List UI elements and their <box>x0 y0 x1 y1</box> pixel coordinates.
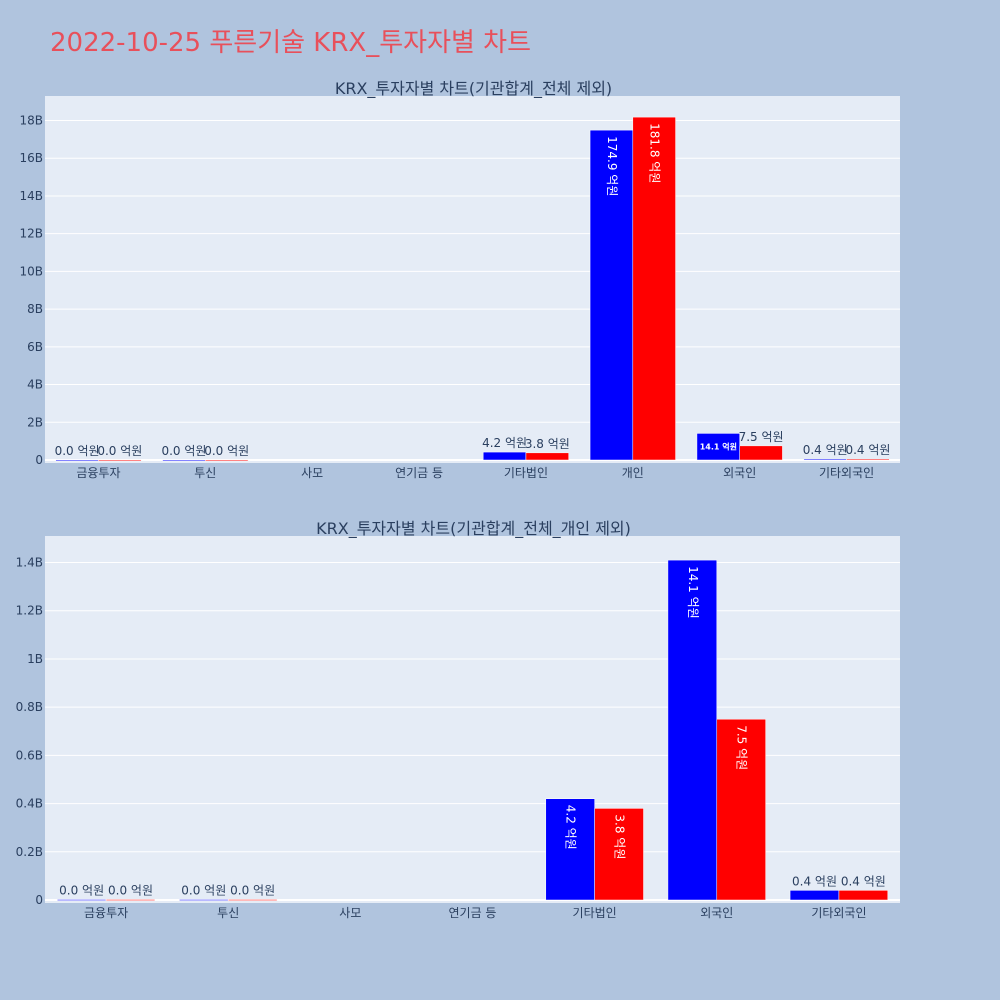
bar <box>632 116 676 461</box>
data-label: 3.8 억원 <box>613 814 627 859</box>
x-tick-label: 기타외국인 <box>819 466 874 480</box>
bar <box>803 458 847 461</box>
data-label: 0.0 억원 <box>181 884 226 898</box>
data-label: 0.0 억원 <box>161 444 206 458</box>
y-tick-label: 1.2B <box>16 604 43 618</box>
y-tick-label: 0.2B <box>16 845 43 859</box>
x-tick-label: 기타법인 <box>573 906 617 920</box>
data-label: 0.4 억원 <box>803 443 848 457</box>
data-label: 0.0 억원 <box>230 884 275 898</box>
bar <box>162 459 206 462</box>
chart-title: KRX_투자자별 차트(기관합계_전체 제외) <box>335 79 612 99</box>
x-tick-label: 개인 <box>622 466 644 480</box>
x-tick-label: 외국인 <box>723 466 756 480</box>
y-tick-label: 1B <box>27 652 43 666</box>
data-label: 4.2 억원 <box>564 805 578 850</box>
y-tick-label: 0.6B <box>16 748 43 762</box>
y-tick-label: 0.8B <box>16 700 43 714</box>
x-tick-label: 외국인 <box>700 906 733 920</box>
data-label: 0.4 억원 <box>792 874 837 888</box>
y-tick-label: 4B <box>27 378 43 392</box>
y-tick-label: 0.4B <box>16 797 43 811</box>
chart-1: 0 2B 4B 6B 8B 10B 12B 14B 16B 18B KRX_투자자별 차트(기관합계… <box>19 79 900 480</box>
data-label: 7.5 억원 <box>739 430 784 444</box>
y-tick-label: 8B <box>27 302 43 316</box>
data-label: 0.4 억원 <box>841 874 886 888</box>
y-tick-label: 6B <box>27 340 43 354</box>
bar <box>594 808 644 901</box>
y-tick-label: 14B <box>19 189 43 203</box>
data-label: 0.0 억원 <box>55 444 100 458</box>
page-title: 2022-10-25 푸른기술 KRX_투자자별 차트 <box>50 28 532 58</box>
data-label: 4.2 억원 <box>482 436 527 450</box>
y-tick-label: 12B <box>19 227 43 241</box>
data-label: 0.0 억원 <box>108 884 153 898</box>
plot-area <box>45 96 900 463</box>
y-tick-label: 2B <box>27 415 43 429</box>
bar <box>545 798 595 901</box>
data-label: 181.8 억원 <box>648 123 662 183</box>
bar <box>667 559 718 901</box>
x-tick-label: 연기금 등 <box>395 466 443 480</box>
data-label: 0.4 억원 <box>845 443 890 457</box>
x-tick-label: 금융투자 <box>84 906 128 920</box>
bar <box>525 452 569 461</box>
x-tick-label: 사모 <box>339 906 361 920</box>
data-label: 14.1 억원 <box>700 442 737 452</box>
bar <box>205 459 249 462</box>
data-label: 14.1 억원 <box>686 566 700 619</box>
y-tick-label: 0 <box>35 893 43 907</box>
y-tick-label: 1.4B <box>16 556 43 570</box>
bar <box>55 459 99 462</box>
y-tick-label: 10B <box>19 264 43 278</box>
y-tick-label: 0 <box>35 453 43 467</box>
bar <box>98 459 142 462</box>
x-tick-label: 기타외국인 <box>811 906 866 920</box>
data-label: 0.0 억원 <box>59 884 104 898</box>
chart-2: 0 0.2B 0.4B 0.6B 0.8B 1B 1.2B 1.4B KRX_투자자별 차트(기… <box>16 519 900 920</box>
x-tick-label: 연기금 등 <box>449 906 497 920</box>
bar <box>696 433 740 461</box>
bar <box>716 718 766 901</box>
bar <box>739 445 783 461</box>
data-label: 0.0 억원 <box>204 444 249 458</box>
x-tick-label: 투신 <box>217 906 239 920</box>
chart-title: KRX_투자자별 차트(기관합계_전체_개인 제외) <box>316 519 631 539</box>
data-label: 0.0 억원 <box>97 444 142 458</box>
bar <box>846 458 890 461</box>
bar <box>227 899 278 901</box>
x-tick-label: 투신 <box>194 466 216 480</box>
x-tick-label: 기타법인 <box>504 466 548 480</box>
data-label: 3.8 억원 <box>525 437 570 451</box>
bar <box>105 899 156 901</box>
x-tick-label: 금융투자 <box>76 466 120 480</box>
data-label: 174.9 억원 <box>605 136 619 196</box>
bar <box>589 129 634 461</box>
bar <box>838 890 889 901</box>
data-label: 7.5 억원 <box>735 725 749 770</box>
x-tick-label: 사모 <box>301 466 323 480</box>
bar <box>482 451 527 461</box>
y-tick-label: 18B <box>19 114 43 128</box>
bar <box>789 890 840 901</box>
bar <box>179 899 229 901</box>
plot-area <box>45 536 900 903</box>
y-tick-label: 16B <box>19 151 43 165</box>
bar <box>56 899 107 901</box>
